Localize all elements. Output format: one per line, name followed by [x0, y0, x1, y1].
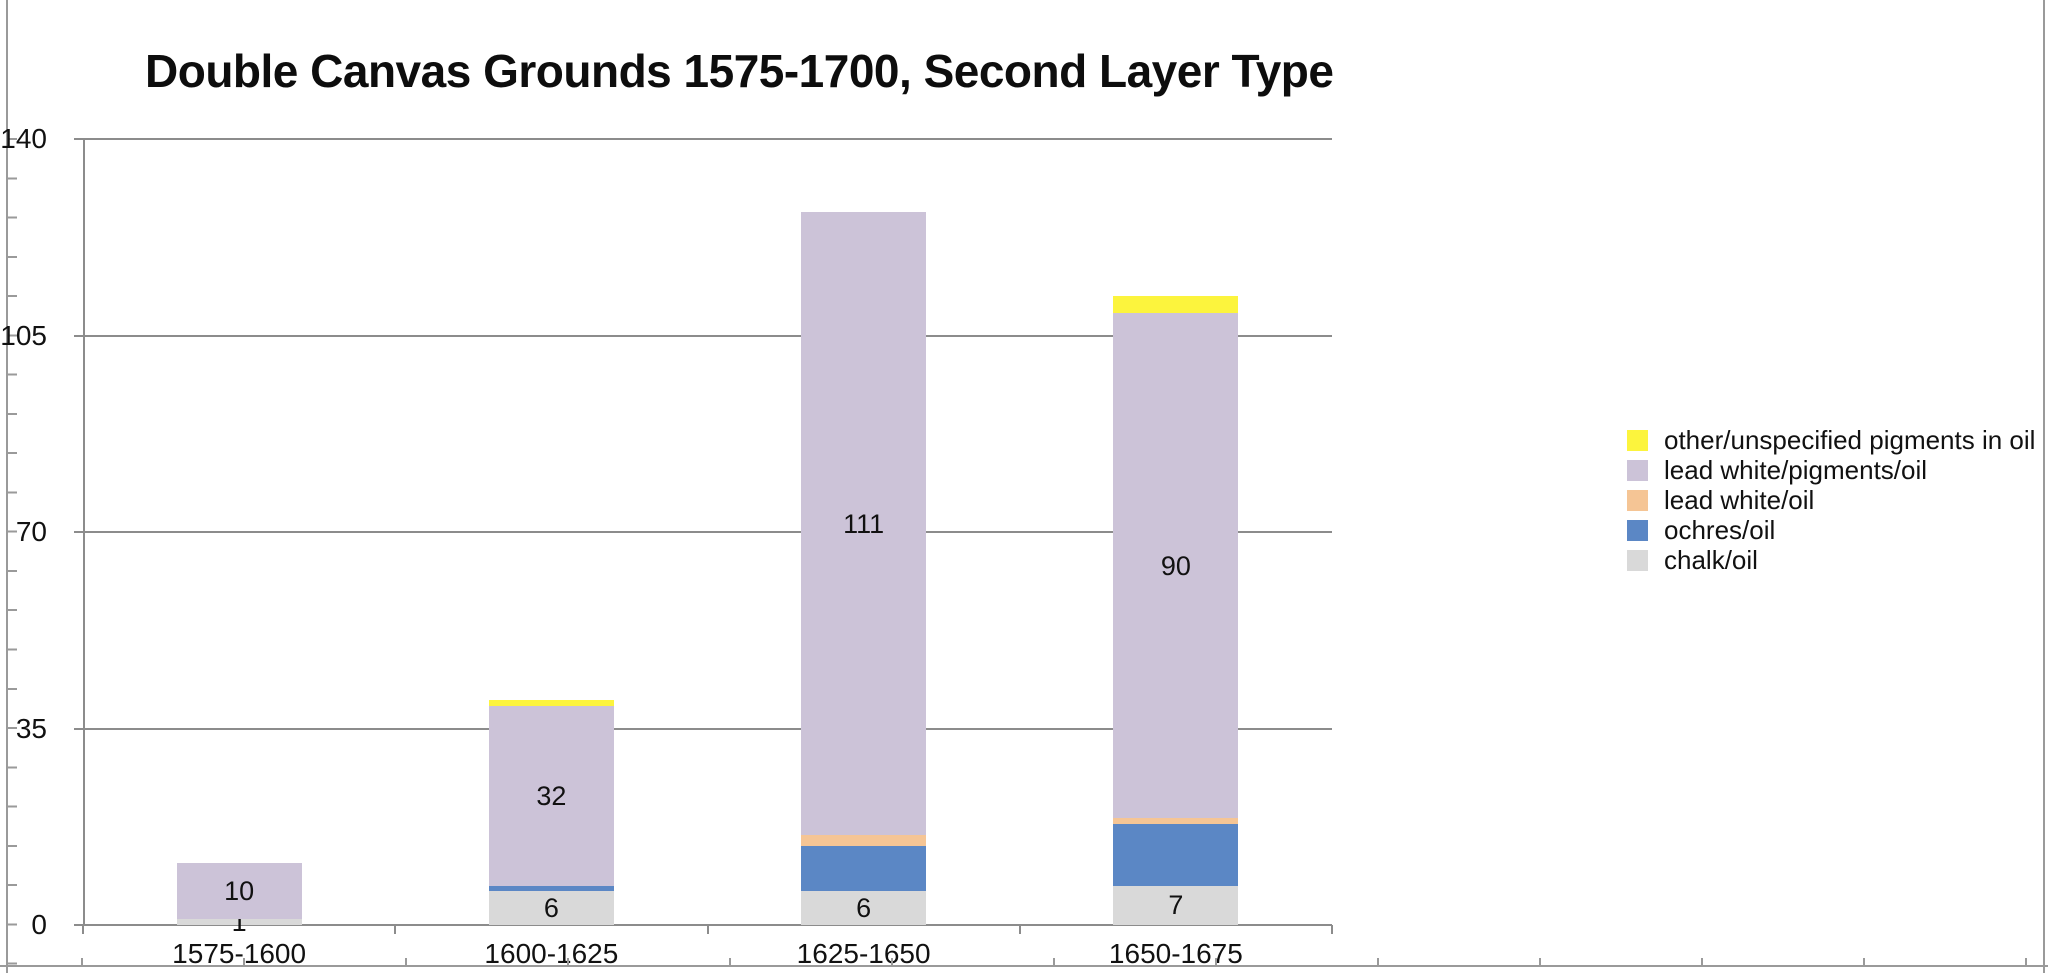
x-axis-tick — [394, 925, 397, 934]
x-axis-tick — [1018, 925, 1021, 934]
chart-title: Double Canvas Grounds 1575-1700, Second … — [145, 45, 1334, 97]
next-chart-top-ticks — [81, 958, 2048, 965]
right-edge-border — [2043, 0, 2045, 973]
legend-label: ochres/oil — [1664, 514, 1776, 545]
y-axis-tick-label: 35 — [15, 712, 47, 744]
y-axis-major-tick — [74, 334, 83, 337]
legend: other/unspecified pigments in oil lead wh… — [1627, 425, 2035, 575]
data-label: 6 — [856, 893, 872, 924]
x-axis-tick — [1331, 925, 1333, 934]
bar-segment-lead-white-pigments-oil — [176, 863, 302, 920]
y-axis-major-tick — [74, 727, 83, 730]
left-axis-rule — [6, 0, 8, 973]
gridline-140 — [83, 138, 1332, 140]
bar-segment-other-unspecified-pigments-in-oil — [1113, 296, 1239, 314]
data-label: 32 — [536, 780, 567, 811]
legend-label: lead white/oil — [1664, 484, 1815, 515]
bar-segment-chalk-oil — [1113, 885, 1239, 925]
bar-segment-lead-white-oil — [801, 835, 927, 847]
data-label: 6 — [543, 893, 559, 924]
gridline-105 — [83, 334, 1332, 337]
y-axis-major-tick — [74, 138, 83, 140]
legend-item: ochres/oil — [1627, 515, 2035, 545]
y-axis-major-tick — [74, 531, 83, 533]
bar-segment-ochres-oil — [801, 846, 927, 892]
data-label: 90 — [1160, 550, 1191, 581]
legend-item: lead white/pigments/oil — [1627, 455, 2035, 485]
y-axis-tick-label: 140 — [0, 123, 47, 154]
data-label: 111 — [843, 508, 885, 539]
bar-segment-other-unspecified-pigments-in-oil — [488, 700, 614, 707]
bar-segment-chalk-oil — [488, 891, 614, 925]
legend-item: lead white/oil — [1627, 485, 2035, 515]
gridline-70 — [83, 531, 1332, 533]
legend-item: chalk/oil — [1627, 545, 2035, 575]
bar-segment-chalk-oil — [801, 891, 927, 925]
x-axis-tick — [82, 925, 84, 934]
legend-swatch — [1627, 429, 1648, 451]
legend-swatch — [1627, 459, 1648, 481]
bar-segment-lead-white-pigments-oil — [801, 211, 927, 836]
x-axis-tick — [706, 925, 709, 934]
legend-label: chalk/oil — [1664, 544, 1758, 575]
legend-swatch — [1627, 489, 1648, 511]
y-axis-major-tick — [74, 924, 83, 926]
bar-segment-chalk-oil — [176, 919, 302, 925]
left-axis-minor-ticks — [8, 138, 17, 973]
y-axis-tick-label: 70 — [15, 516, 47, 547]
data-label: 10 — [224, 876, 255, 907]
legend-swatch — [1627, 549, 1648, 571]
bar-segment-lead-white-pigments-oil — [488, 706, 614, 886]
bar-segment-ochres-oil — [1113, 823, 1239, 886]
legend-label: lead white/pigments/oil — [1664, 454, 1928, 485]
data-label: 7 — [1168, 890, 1184, 921]
bar-segment-lead-white-oil — [1113, 818, 1239, 824]
bar-segment-ochres-oil — [488, 885, 614, 892]
y-axis-line — [83, 139, 85, 925]
y-axis-tick-label: 105 — [0, 319, 47, 351]
legend-swatch — [1627, 519, 1648, 541]
gridline-35 — [83, 727, 1332, 730]
bar-segment-lead-white-pigments-oil — [1113, 313, 1239, 819]
y-axis-tick-label: 0 — [31, 909, 47, 940]
legend-item: other/unspecified pigments in oil — [1627, 425, 2035, 455]
next-chart-top-rule — [0, 965, 2048, 967]
legend-label: other/unspecified pigments in oil — [1664, 424, 2036, 455]
